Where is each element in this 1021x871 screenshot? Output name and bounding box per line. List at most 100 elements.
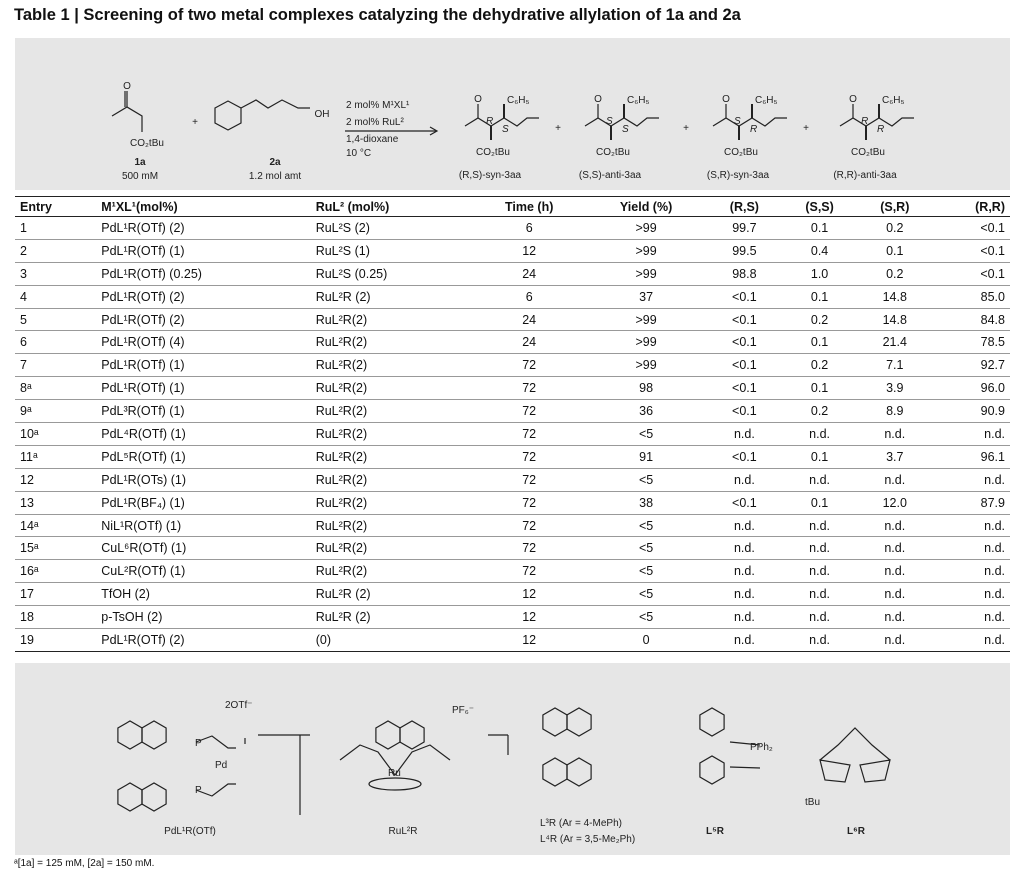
table-cell: 91: [585, 445, 707, 469]
table-row: 2 PdL¹R(OTf) (1) RuL²S (1) 12 >99 99.5 0.4 0.1 <…: [15, 239, 1010, 263]
table-cell: n.d.: [932, 559, 1010, 584]
table-cell: PdL⁵R(OTf) (1): [96, 445, 311, 469]
structure-label: L⁵R: [706, 826, 725, 837]
table-cell: n.d.: [782, 582, 857, 607]
ring: [566, 707, 592, 737]
table-cell: RuL²S (2): [310, 216, 473, 240]
table-cell: 4: [15, 285, 97, 309]
atom: O: [474, 94, 482, 105]
results-table: Entry M¹XL¹(mol%) RuL² (mol%) Time (h) Yield…: [15, 196, 1010, 652]
condition: 10 °C: [346, 148, 371, 159]
group: OH: [315, 109, 330, 120]
atom: O: [123, 81, 131, 92]
counter-ion: 2OTf⁻: [225, 700, 253, 711]
table-row: 18 p-TsOH (2) RuL²R (2) 12 <5 n.d. n.d. n.d. n.d…: [15, 605, 1010, 630]
group: PPh₂: [750, 742, 773, 753]
table-cell: RuL²R(2): [310, 445, 473, 469]
ring: [141, 720, 167, 750]
table-cell: <5: [585, 536, 707, 561]
table-cell: <0.1: [706, 491, 783, 515]
structure-panel: [15, 663, 1010, 855]
table-cell: RuL²R(2): [310, 353, 473, 378]
table-cell: n.d.: [706, 468, 783, 492]
group: CO₂tBu: [476, 147, 510, 158]
table-cell: 72: [472, 491, 586, 515]
counter-ion: PF₆⁻: [452, 705, 474, 716]
group: C₆H₅: [507, 95, 530, 106]
table-cell: 12: [472, 605, 586, 630]
table-cell: 0.2: [856, 216, 933, 240]
structure-label: RuL²R: [389, 826, 418, 837]
table-cell: 24: [472, 308, 586, 332]
table-cell: PdL³R(OTf) (1): [96, 399, 311, 424]
group: C₆H₅: [627, 95, 650, 106]
compound-label: 1a: [134, 157, 146, 168]
column-header: Yield (%): [585, 196, 707, 217]
table-cell: n.d.: [706, 582, 783, 607]
table-cell: 98.8: [706, 262, 783, 286]
table-cell: 98: [585, 376, 707, 401]
table-cell: n.d.: [856, 422, 933, 446]
table-cell: n.d.: [706, 628, 783, 652]
table-cell: 6: [15, 330, 97, 355]
table-row: 1 PdL¹R(OTf) (2) RuL²S (2) 6 >99 99.7 0.1 0.2 <0…: [15, 216, 1010, 240]
table-cell: >99: [585, 353, 707, 378]
table-cell: 12: [15, 468, 97, 492]
table-cell: CuL⁶R(OTf) (1): [96, 536, 311, 561]
atom: Ru: [388, 768, 401, 779]
scheme-panel: [15, 38, 1010, 190]
table-cell: 0: [585, 628, 707, 652]
table-cell: n.d.: [782, 514, 857, 538]
ring: [141, 782, 167, 812]
column-header: RuL² (mol%): [310, 196, 473, 217]
table-cell: RuL²R(2): [310, 422, 473, 446]
table-row: 19 PdL¹R(OTf) (2) (0) 12 0 n.d. n.d. n.d. n.d.: [15, 628, 1010, 652]
table-row: 8ᵃ PdL¹R(OTf) (1) RuL²R(2) 72 98 <0.1 0.1 3.9 96…: [15, 376, 1010, 401]
table-cell: n.d.: [706, 559, 783, 584]
table-cell: RuL²R(2): [310, 399, 473, 424]
table-cell: PdL¹R(OTf) (1): [96, 376, 311, 401]
group: CO₂tBu: [851, 147, 885, 158]
table-cell: 99.7: [706, 216, 783, 240]
table-cell: 14.8: [856, 308, 933, 332]
table-cell: <0.1: [932, 239, 1010, 263]
table-cell: 14.8: [856, 285, 933, 309]
table-cell: 15ᵃ: [15, 536, 97, 561]
table-cell: 2: [15, 239, 97, 263]
ring: [699, 755, 725, 785]
table-cell: <5: [585, 605, 707, 630]
table-cell: n.d.: [706, 422, 783, 446]
table-cell: 0.2: [782, 399, 857, 424]
table-cell: 96.0: [932, 376, 1010, 401]
table-cell: 1.0: [782, 262, 857, 286]
table-cell: 12.0: [856, 491, 933, 515]
table-cell: 24: [472, 262, 586, 286]
table-cell: 10ᵃ: [15, 422, 97, 446]
table-cell: RuL²R(2): [310, 514, 473, 538]
column-header: (S,S): [782, 196, 857, 217]
table-cell: PdL¹R(OTf) (1): [96, 239, 311, 263]
table-cell: 12: [472, 239, 586, 263]
plus: +: [192, 117, 198, 128]
table-cell: PdL¹R(OTf) (2): [96, 628, 311, 652]
group: C₆H₅: [755, 95, 778, 106]
table-cell: 37: [585, 285, 707, 309]
table-cell: 0.1: [782, 330, 857, 355]
table-row: 4 PdL¹R(OTf) (2) RuL²R (2) 6 37 <0.1 0.1 14.8 85…: [15, 285, 1010, 309]
table-cell: RuL²S (0.25): [310, 262, 473, 286]
atom: P: [195, 738, 202, 749]
table-cell: 99.5: [706, 239, 783, 263]
table-cell: 16ᵃ: [15, 559, 97, 584]
table-cell: n.d.: [782, 536, 857, 561]
table-row: 13 PdL¹R(BF₄) (1) RuL²R(2) 72 38 <0.1 0.1 12.0 8…: [15, 491, 1010, 515]
column-header: (R,S): [706, 196, 783, 217]
table-cell: n.d.: [706, 514, 783, 538]
table-cell: PdL¹R(OTs) (1): [96, 468, 311, 492]
product-label: (S,S)-anti-3aa: [579, 170, 642, 181]
table-cell: RuL²R (2): [310, 582, 473, 607]
table-cell: 0.2: [856, 262, 933, 286]
table-row: 7 PdL¹R(OTf) (1) RuL²R(2) 72 >99 <0.1 0.2 7.1 92…: [15, 353, 1010, 378]
table-cell: 72: [472, 353, 586, 378]
table-cell: PdL¹R(OTf) (2): [96, 216, 311, 240]
